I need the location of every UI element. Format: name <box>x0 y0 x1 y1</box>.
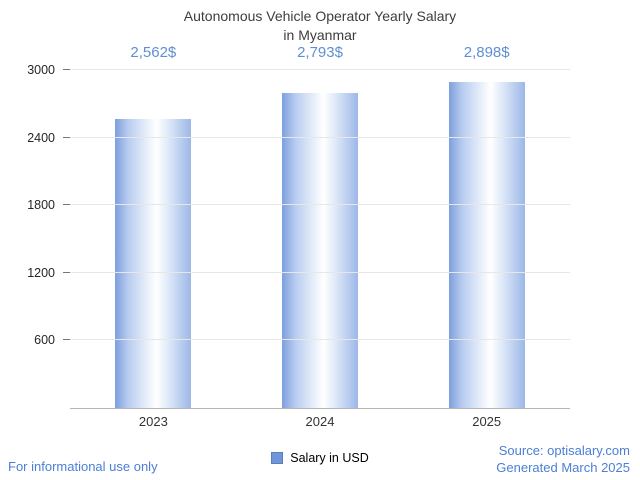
bars-container: 2,562$ 2,793$ 2,898$ <box>70 44 570 408</box>
y-tick-label: 3000 <box>27 63 55 77</box>
y-tick-mark <box>63 204 70 206</box>
legend-label: Salary in USD <box>290 451 369 465</box>
y-tick-label: 1800 <box>27 198 55 213</box>
source-link[interactable]: Source: optisalary.com <box>498 443 630 458</box>
y-axis: 600 1200 1800 2400 3000 <box>0 63 70 408</box>
gridline <box>70 339 570 341</box>
gridline <box>70 204 570 206</box>
legend-swatch-icon <box>271 451 284 464</box>
chart-title-line2: in Myanmar <box>283 27 357 43</box>
gridline <box>70 271 570 273</box>
plot-area: 2,562$ 2,793$ 2,898$ <box>70 44 570 409</box>
bar-value-label: 2,793$ <box>297 44 343 61</box>
bar-slot: 2,562$ <box>70 44 237 408</box>
disclaimer-text: For informational use only <box>8 459 158 474</box>
x-tick-label: 2023 <box>138 414 168 429</box>
chart-title: Autonomous Vehicle Operator Yearly Salar… <box>0 7 640 45</box>
x-axis: 2023 2024 2025 <box>70 414 570 429</box>
y-tick-label: 2400 <box>27 130 55 145</box>
bar-slot: 2,793$ <box>237 44 404 408</box>
chart-title-line1: Autonomous Vehicle Operator Yearly Salar… <box>183 8 457 24</box>
bar-2025 <box>448 81 525 408</box>
x-tick-label: 2025 <box>472 414 502 429</box>
bar-2024 <box>282 93 358 408</box>
gridline <box>70 69 570 70</box>
footer-attribution: Source: optisalary.com Generated March 2… <box>496 442 630 476</box>
x-tick-label: 2024 <box>305 414 335 429</box>
bar-value-label: 2,562$ <box>130 44 177 61</box>
y-tick-mark <box>63 271 70 273</box>
legend: Salary in USD <box>0 451 640 465</box>
y-tick-label: 600 <box>34 333 55 348</box>
y-tick-mark <box>63 69 70 70</box>
gridline <box>70 136 570 138</box>
generated-text: Generated March 2025 <box>496 460 630 475</box>
bar-value-label: 2,898$ <box>463 44 510 61</box>
bar-2023 <box>115 119 192 408</box>
y-tick-label: 1200 <box>27 265 55 280</box>
bar-slot: 2,898$ <box>403 44 570 408</box>
y-tick-mark <box>63 136 70 138</box>
y-tick-mark <box>63 339 70 341</box>
